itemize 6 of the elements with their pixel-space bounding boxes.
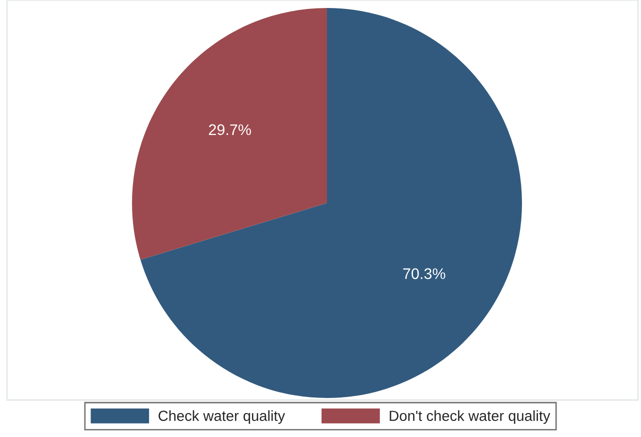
legend-label: Don't check water quality	[390, 410, 550, 424]
pie-slice	[140, 8, 522, 398]
pie-slice	[132, 8, 327, 260]
data-label: 29.7%	[208, 124, 251, 136]
data-label: 70.3%	[403, 268, 446, 280]
legend-label: Check water quality	[158, 410, 286, 424]
